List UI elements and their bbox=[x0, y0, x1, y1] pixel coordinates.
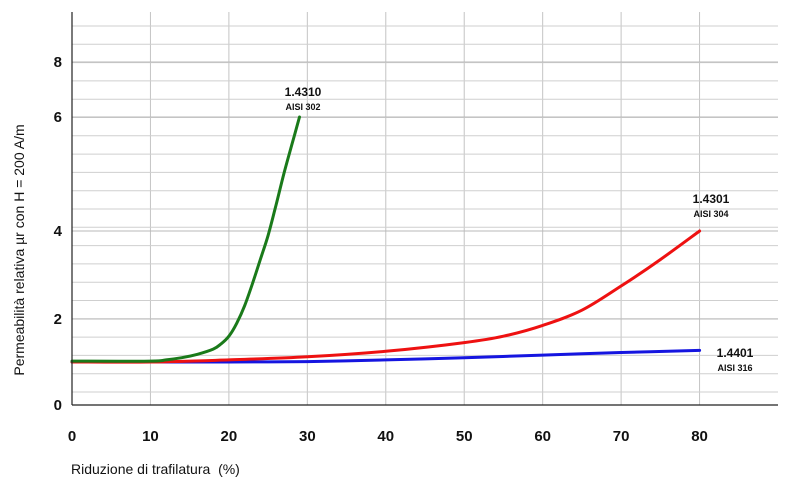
x-tick-label: 20 bbox=[221, 428, 238, 445]
y-tick-label: 0 bbox=[54, 397, 62, 414]
y-tick-label: 8 bbox=[54, 54, 62, 71]
x-axis-title: Riduzione di trafilatura (%) bbox=[71, 461, 240, 477]
x-tick-label: 0 bbox=[68, 428, 76, 445]
x-tick-label: 60 bbox=[534, 428, 551, 445]
x-tick-label: 30 bbox=[299, 428, 316, 445]
series-label: 1.4401 bbox=[717, 346, 754, 360]
x-tick-label: 70 bbox=[613, 428, 630, 445]
x-tick-label: 50 bbox=[456, 428, 473, 445]
series-line-1.4301 bbox=[70, 229, 702, 364]
series-label: 1.4310 bbox=[285, 85, 322, 99]
tick-labels: 0 10 20 30 40 50 60 70 80 0 2 4 6 8 bbox=[54, 54, 708, 445]
y-axis-title: Permeabilità relativa µr con H = 200 A/m bbox=[11, 124, 27, 375]
series-annotations: 1.4310 AISI 302 1.4301 AISI 304 1.4401 AISI 3… bbox=[285, 85, 754, 373]
y-tick-label: 6 bbox=[54, 109, 62, 126]
x-tick-label: 10 bbox=[142, 428, 159, 445]
series-sublabel: AISI 302 bbox=[285, 102, 320, 112]
series-sublabel: AISI 316 bbox=[717, 363, 752, 373]
series-sublabel: AISI 304 bbox=[693, 209, 728, 219]
series-line-1.4310 bbox=[70, 115, 301, 363]
y-tick-label: 4 bbox=[54, 223, 63, 240]
series-label: 1.4301 bbox=[693, 192, 730, 206]
axes bbox=[71, 12, 778, 406]
x-tick-label: 40 bbox=[377, 428, 394, 445]
series-lines bbox=[70, 115, 702, 364]
x-tick-label: 80 bbox=[691, 428, 708, 445]
y-tick-label: 2 bbox=[54, 311, 62, 328]
grid bbox=[72, 12, 778, 405]
